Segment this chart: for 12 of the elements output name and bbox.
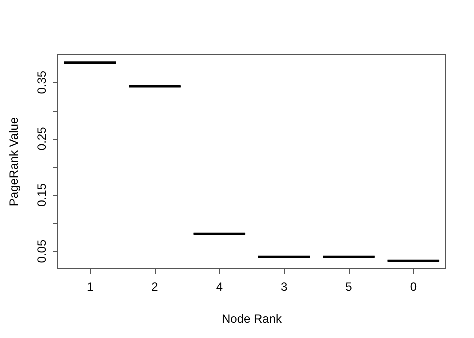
x-tick-label: 5 [346,280,353,294]
x-tick-label: 1 [86,280,94,294]
x-tick-label: 3 [280,280,288,294]
x-tick-label: 2 [152,280,159,294]
y-tick-label: 0.05 [35,240,49,264]
x-tick-label: 4 [216,280,224,294]
x-axis-title: Node Rank [222,312,284,326]
y-tick-label: 0.35 [35,70,49,94]
x-tick-label: 0 [410,280,418,294]
y-tick-label: 0.25 [35,126,49,151]
y-axis-title: PageRank Value [7,117,21,207]
y-tick-label: 0.15 [35,183,49,207]
